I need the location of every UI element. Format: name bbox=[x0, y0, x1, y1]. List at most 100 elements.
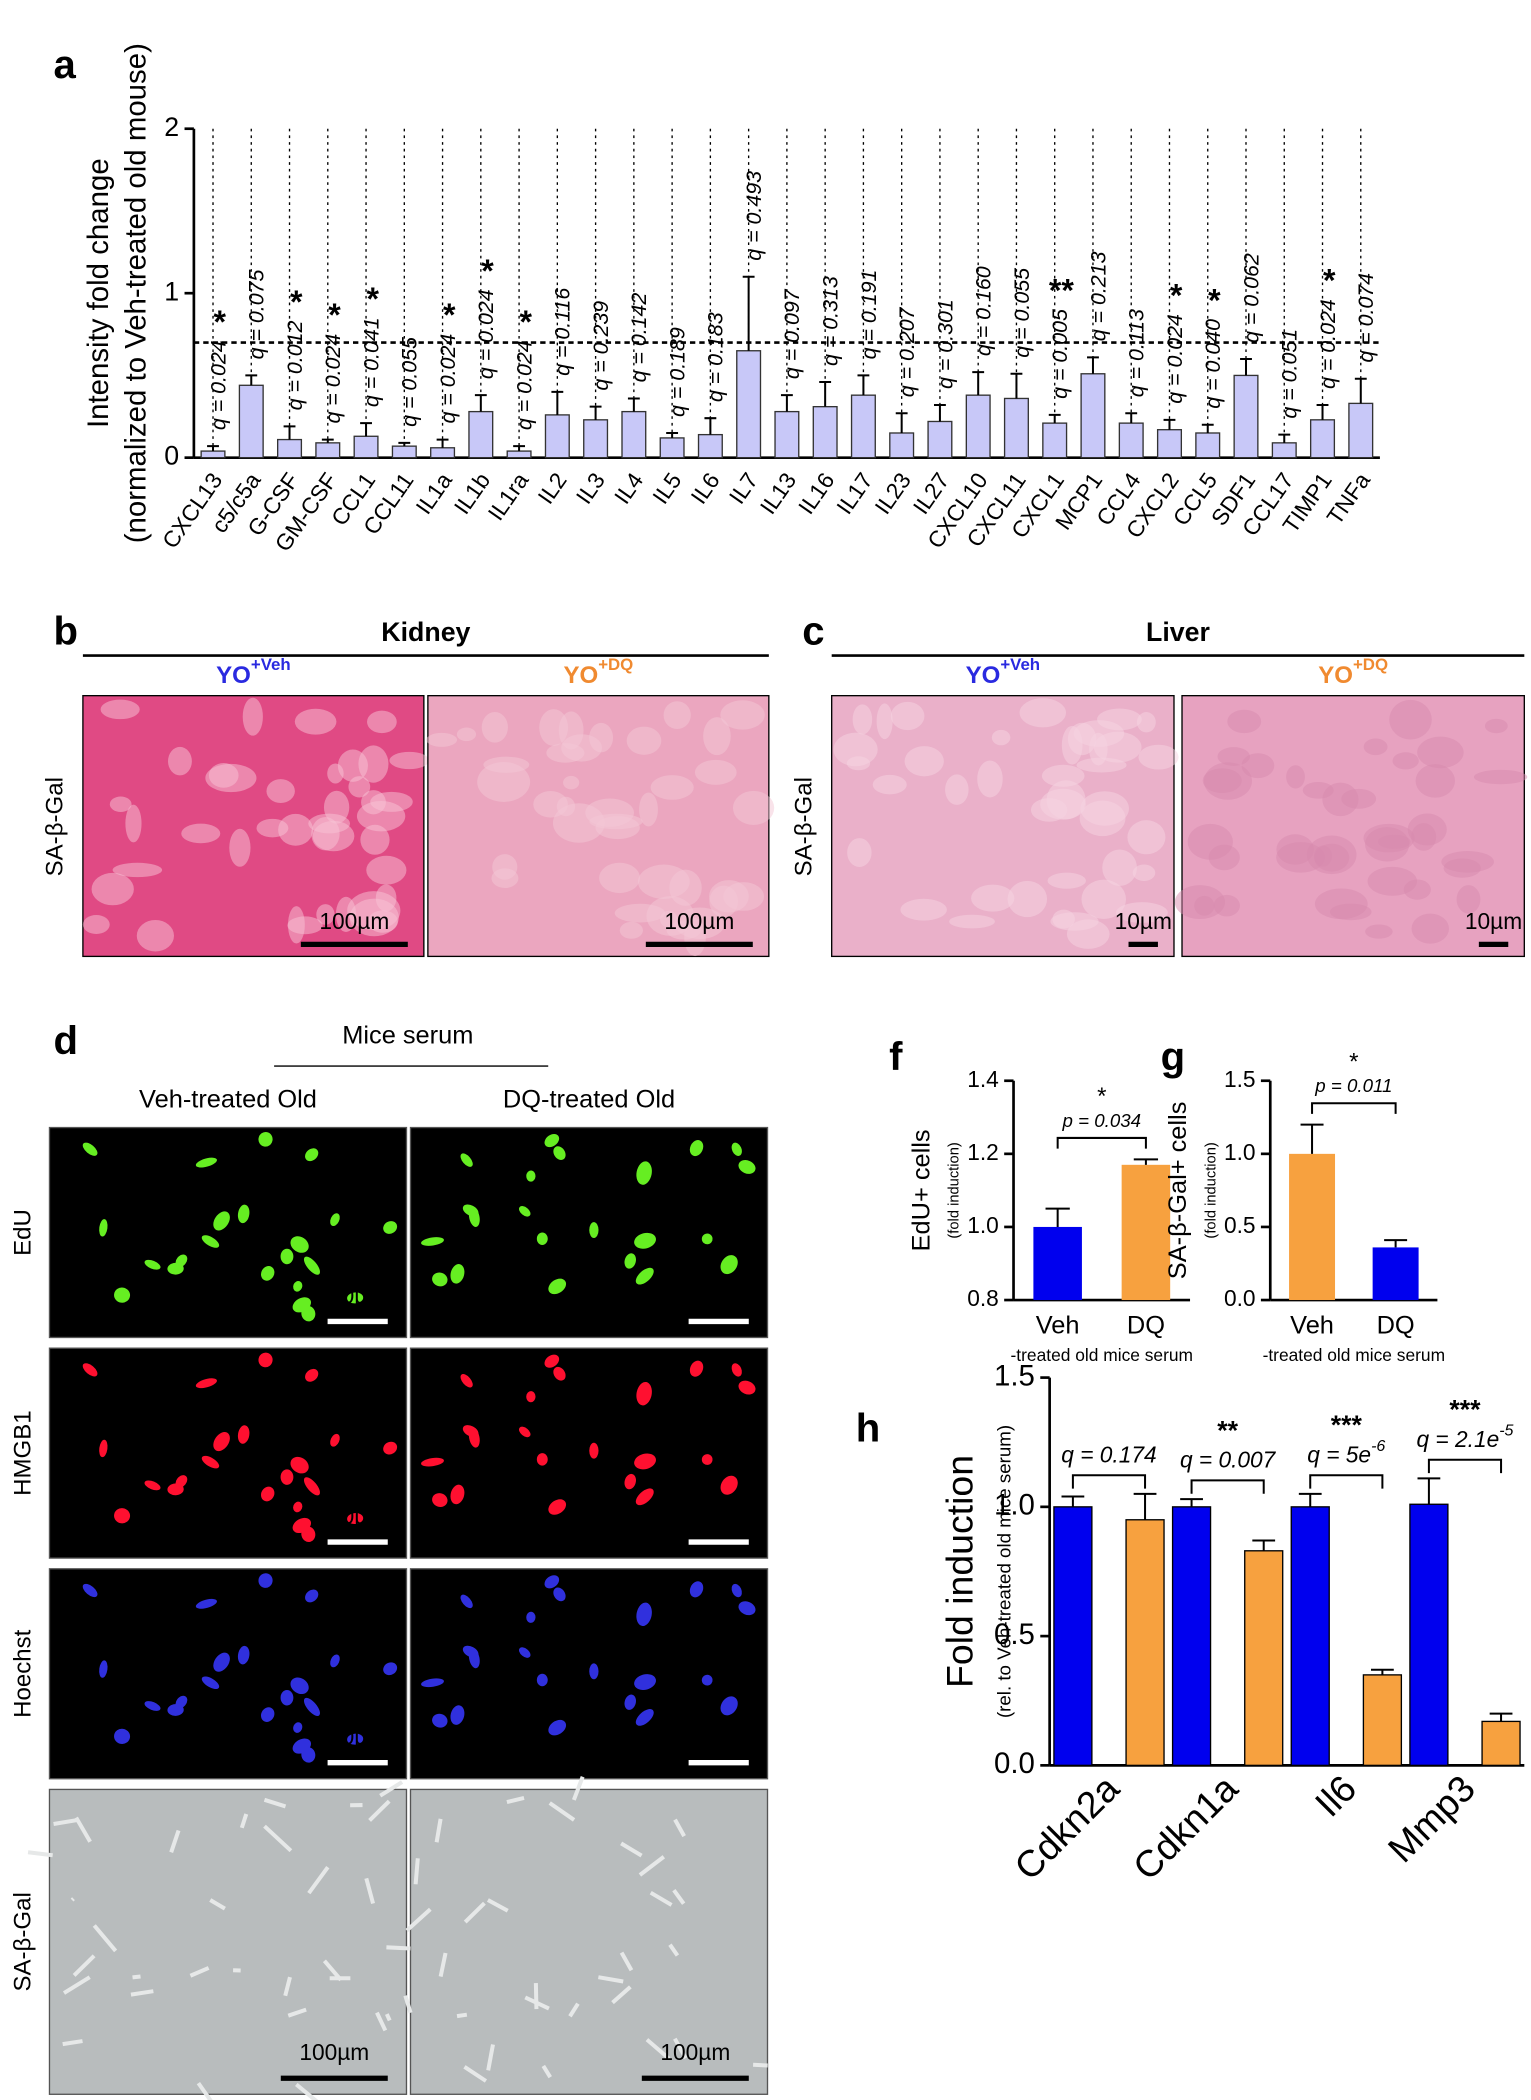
q-value: q = 0.239 bbox=[589, 301, 613, 391]
scale-label: 100µm bbox=[660, 2039, 730, 2065]
bar bbox=[1271, 442, 1297, 459]
tissue-texture bbox=[1041, 764, 1085, 787]
q-value-text: q = 2.1e bbox=[1416, 1426, 1499, 1452]
cell-texture bbox=[27, 1850, 53, 1858]
scale-label: 50µm bbox=[690, 1724, 747, 1750]
cell-texture bbox=[524, 1995, 550, 2011]
q-value: q = 0.074 bbox=[1354, 273, 1378, 363]
nucleus bbox=[305, 1589, 319, 1603]
nucleus bbox=[114, 1287, 131, 1303]
nucleus bbox=[701, 1233, 713, 1245]
tissue-texture bbox=[1417, 736, 1464, 769]
error-bar bbox=[360, 422, 372, 437]
tissue-texture bbox=[1202, 768, 1242, 793]
tissue-texture bbox=[456, 727, 477, 742]
nucleus bbox=[432, 1272, 448, 1287]
bar bbox=[850, 394, 876, 459]
nucleus bbox=[553, 1146, 566, 1160]
nucleus bbox=[82, 1583, 98, 1598]
y-tick-label: 0.8 bbox=[967, 1285, 999, 1311]
q-value: q = 0.024 bbox=[321, 334, 345, 424]
bar bbox=[1409, 1503, 1449, 1767]
cell-texture bbox=[672, 1889, 686, 1905]
nucleus bbox=[460, 1594, 473, 1609]
cell-texture bbox=[132, 1974, 141, 1980]
tissue-texture bbox=[229, 828, 251, 867]
tissue-texture bbox=[1392, 752, 1419, 770]
nucleus bbox=[260, 1707, 275, 1722]
nucleus bbox=[689, 1581, 704, 1598]
x-tick-label: IL6 bbox=[685, 468, 724, 509]
nucleus bbox=[213, 1652, 230, 1672]
nucleus bbox=[731, 1363, 742, 1377]
y-tick-label: 1.4 bbox=[967, 1066, 999, 1092]
error-bar bbox=[857, 374, 870, 396]
stain-label: SA-β-Gal bbox=[42, 777, 69, 876]
q-value-text: q = 0.174 bbox=[1061, 1441, 1156, 1467]
nucleus bbox=[738, 1380, 756, 1395]
y-tick-label: 0.0 bbox=[994, 1747, 1035, 1780]
micrograph bbox=[409, 1788, 769, 2095]
nucleus bbox=[536, 1453, 548, 1466]
group-label: YO+DQ bbox=[1318, 656, 1388, 690]
tissue-texture bbox=[846, 756, 871, 771]
nucleus bbox=[144, 1480, 161, 1491]
bar bbox=[621, 410, 647, 459]
bracket bbox=[1427, 1458, 1503, 1474]
micrograph bbox=[48, 1568, 408, 1780]
tissue-texture bbox=[1377, 834, 1411, 849]
nucleus bbox=[421, 1678, 444, 1688]
cell-texture bbox=[189, 1966, 210, 1978]
nucleus bbox=[99, 1660, 108, 1678]
error-bar bbox=[321, 438, 334, 443]
section-title: Kidney bbox=[381, 617, 470, 647]
error-bar bbox=[1370, 1668, 1394, 1675]
tissue-texture bbox=[703, 717, 731, 756]
cell-texture bbox=[506, 1795, 525, 1805]
nucleus bbox=[450, 1705, 465, 1725]
error-bar bbox=[704, 417, 717, 435]
bar bbox=[1481, 1720, 1521, 1767]
tissue-texture bbox=[589, 722, 614, 753]
tissue-texture bbox=[1079, 800, 1126, 837]
nucleus bbox=[720, 1475, 738, 1495]
tissue-texture bbox=[847, 838, 872, 867]
bar bbox=[1289, 1153, 1336, 1301]
cell-texture bbox=[405, 1907, 432, 1932]
column-label: DQ-treated Old bbox=[503, 1086, 675, 1114]
bar bbox=[1121, 1164, 1171, 1301]
scale-label: 50µm bbox=[329, 1503, 386, 1529]
x-tick-label: IL4 bbox=[609, 468, 648, 509]
q-value: q = 0.024 bbox=[206, 340, 230, 430]
bracket bbox=[1309, 1474, 1384, 1489]
error-bar bbox=[1417, 1477, 1441, 1505]
q-value-text: q = 0.007 bbox=[1180, 1447, 1277, 1473]
bar bbox=[1290, 1506, 1330, 1767]
nucleus bbox=[635, 1267, 654, 1285]
q-value: q = 5e-6 bbox=[1307, 1437, 1385, 1467]
tissue-texture bbox=[125, 804, 142, 843]
y-axis-label: Intensity fold change bbox=[82, 158, 115, 428]
error-bar bbox=[1240, 357, 1252, 376]
cell-texture bbox=[533, 1982, 539, 2010]
nucleus bbox=[701, 1454, 713, 1465]
nucleus bbox=[624, 1694, 636, 1710]
nucleus bbox=[330, 1654, 340, 1668]
tissue-texture bbox=[112, 862, 163, 878]
tissue-texture bbox=[347, 891, 401, 931]
q-value: q = 0.113 bbox=[1125, 309, 1149, 397]
tissue-texture bbox=[287, 906, 305, 944]
nucleus bbox=[290, 1677, 309, 1695]
nucleus bbox=[99, 1219, 108, 1237]
significance: *** bbox=[1449, 1395, 1481, 1425]
nucleus bbox=[290, 1456, 309, 1474]
nucleus bbox=[301, 1746, 316, 1763]
tissue-texture bbox=[1097, 708, 1142, 731]
nucleus bbox=[258, 1132, 273, 1147]
panel-letter: a bbox=[53, 43, 76, 87]
bar bbox=[506, 450, 532, 459]
tissue-texture bbox=[1187, 823, 1233, 860]
nucleus bbox=[634, 1453, 656, 1470]
error-bar bbox=[1316, 404, 1329, 420]
